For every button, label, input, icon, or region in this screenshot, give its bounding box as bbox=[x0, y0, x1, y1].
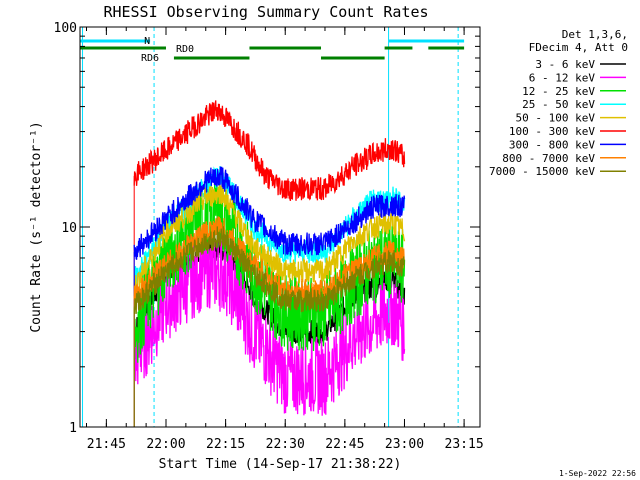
y-tick-label: 1 bbox=[69, 421, 77, 436]
chart-title: RHESSI Observing Summary Count Rates bbox=[103, 3, 428, 21]
legend-label: 12 - 25 keV bbox=[522, 85, 595, 98]
y-tick-label: 100 bbox=[54, 21, 77, 36]
legend-label: 25 - 50 keV bbox=[522, 98, 595, 111]
series-line-300to800keV bbox=[133, 166, 406, 260]
night-label: N bbox=[144, 36, 150, 47]
x-tick-label: 22:45 bbox=[325, 437, 364, 452]
x-tick-label: 21:45 bbox=[87, 437, 126, 452]
footer-date: 1-Sep-2022 22:56 bbox=[559, 469, 636, 478]
y-tick-label: 10 bbox=[61, 221, 77, 236]
axes: 21:45 22:00 22:15 22:30 22:45 23:00 23:15 1 10 10… bbox=[54, 21, 484, 452]
x-tick-label: 22:00 bbox=[146, 437, 185, 452]
plot-area: N RD0 RD6 bbox=[80, 27, 465, 427]
rd0-label: RD0 bbox=[176, 44, 194, 55]
legend-label: 800 - 7000 keV bbox=[502, 152, 595, 165]
legend-label: 300 - 800 keV bbox=[509, 138, 595, 151]
y-axis-label: Count Rate (s⁻¹ detector⁻¹) bbox=[29, 121, 44, 332]
legend-label: 50 - 100 keV bbox=[516, 112, 596, 125]
legend-label: 6 - 12 keV bbox=[529, 71, 596, 84]
x-tick-label: 23:15 bbox=[445, 437, 484, 452]
x-tick-label: 23:00 bbox=[385, 437, 424, 452]
legend-label: 3 - 6 keV bbox=[535, 58, 595, 71]
x-tick-label: 22:15 bbox=[206, 437, 245, 452]
legend-header-line-1: Det 1,3,6, bbox=[562, 28, 628, 41]
legend-label: 7000 - 15000 keV bbox=[489, 165, 595, 178]
legend-header-line-2: FDecim 4, Att 0 bbox=[529, 41, 628, 54]
x-tick-label: 22:30 bbox=[266, 437, 305, 452]
rd6-label: RD6 bbox=[141, 53, 159, 64]
series-line-50to100keV bbox=[133, 183, 406, 295]
series-line-7000to15000keV bbox=[133, 226, 405, 315]
x-axis-label: Start Time (14-Sep-17 21:38:22) bbox=[159, 457, 402, 472]
series-line-100to300keV bbox=[133, 100, 406, 201]
legend-label: 100 - 300 keV bbox=[509, 125, 595, 138]
